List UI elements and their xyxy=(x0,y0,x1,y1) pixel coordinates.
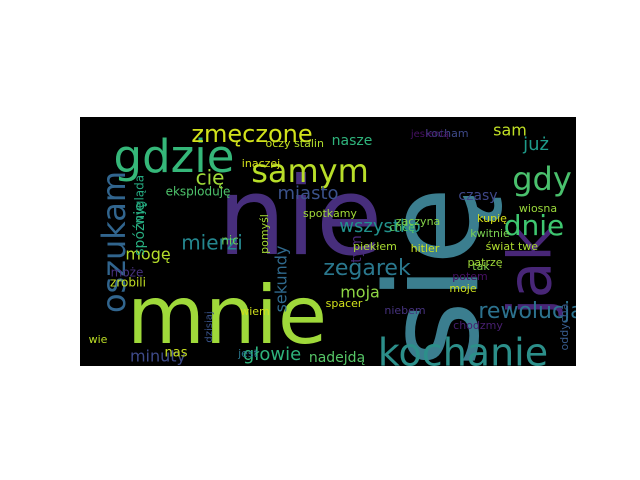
cloud-word: może xyxy=(111,266,144,280)
cloud-word: tym xyxy=(349,235,365,262)
cloud-word: wie xyxy=(89,333,108,346)
cloud-word: cię xyxy=(196,166,225,190)
cloud-word: mierzi xyxy=(181,231,243,255)
cloud-word: sekundy xyxy=(272,246,291,313)
cloud-word: minuty xyxy=(130,347,186,366)
cloud-word: patrzę xyxy=(467,256,502,269)
cloud-word: spóźnię xyxy=(132,202,148,255)
cloud-word: chodzmy xyxy=(453,319,503,332)
cloud-word: miasto xyxy=(277,183,338,204)
cloud-word: dzisiaj xyxy=(204,311,215,342)
cloud-word: mogę xyxy=(125,245,170,264)
cloud-word: jak xyxy=(496,227,566,317)
cloud-word: spotkamy xyxy=(303,207,357,220)
cloud-word: stalin xyxy=(294,137,324,150)
cloud-word: piekłem xyxy=(353,240,397,253)
cloud-word: kochanie xyxy=(378,331,548,367)
cloud-word: zegarek xyxy=(323,256,411,281)
cloud-word: samym xyxy=(251,152,369,190)
cloud-word: inaczej xyxy=(242,157,280,170)
cloud-word: zmęczone xyxy=(191,120,312,148)
cloud-word: się xyxy=(359,187,508,367)
cloud-word: nas xyxy=(165,346,188,361)
cloud-word: świat xyxy=(486,240,516,253)
cloud-word: kupię xyxy=(477,212,507,225)
cloud-word: zrobili xyxy=(110,276,146,290)
cloud-word: jesienią xyxy=(410,129,449,140)
cloud-word: jest xyxy=(237,347,259,360)
cloud-word: gdzie xyxy=(114,130,235,183)
cloud-word: wiosna xyxy=(519,202,557,215)
cloud-word: kwitnie xyxy=(470,227,510,240)
cloud-word: sam xyxy=(493,121,527,140)
cloud-word: wiem xyxy=(240,305,270,318)
cloud-word: czasy xyxy=(458,188,497,204)
cloud-word: rewolucja xyxy=(478,299,576,324)
cloud-word: dnie xyxy=(504,209,565,242)
word-cloud: się nie mnie jak gdzie kochanie samym oszukam gd… xyxy=(80,117,576,366)
cloud-word: nadejdą xyxy=(309,350,365,366)
cloud-word: hitler xyxy=(411,242,440,255)
cloud-word: potem xyxy=(452,270,488,283)
cloud-word: moje xyxy=(449,282,477,295)
cloud-word: już xyxy=(522,134,549,155)
cloud-word: eksploduję xyxy=(166,185,231,199)
cloud-word: nie xyxy=(218,155,383,280)
cloud-word: kocham xyxy=(425,127,468,140)
cloud-word: mnie xyxy=(127,269,327,362)
cloud-word: chcę xyxy=(389,221,415,234)
cloud-word: zaczyna xyxy=(396,215,441,228)
cloud-word: gdy xyxy=(512,160,572,198)
cloud-word: moja xyxy=(340,283,380,302)
cloud-word: pomyśl xyxy=(258,214,271,254)
cloud-word: wygląda xyxy=(133,175,147,225)
cloud-word: spacer xyxy=(326,297,363,310)
cloud-word: nasze xyxy=(332,133,373,149)
cloud-word: niebem xyxy=(384,304,425,317)
cloud-word: oszukam xyxy=(95,171,133,313)
cloud-word: głowie xyxy=(243,344,301,365)
cloud-word: oddycha xyxy=(558,304,571,351)
cloud-word: wszystko xyxy=(339,216,420,237)
cloud-word: tak xyxy=(472,260,490,273)
cloud-word: oczy xyxy=(265,137,291,150)
cloud-word: twe xyxy=(518,240,538,253)
cloud-word: nic xyxy=(221,234,239,248)
